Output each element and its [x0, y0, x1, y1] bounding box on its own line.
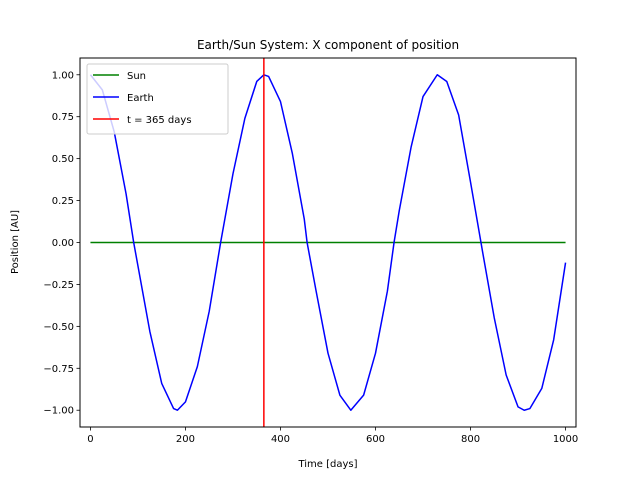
x-tick-label: 200 [176, 434, 195, 445]
y-tick-label: −0.50 [43, 322, 74, 333]
legend-label-0: Sun [127, 71, 146, 82]
y-tick-label: 0.50 [52, 154, 74, 165]
x-axis-label: Time [days] [297, 459, 357, 470]
y-tick-label: −0.25 [43, 280, 74, 291]
x-tick-label: 1000 [553, 434, 578, 445]
series-layer [89, 58, 567, 427]
chart-title: Earth/Sun System: X component of positio… [197, 38, 459, 52]
series-line-1 [89, 74, 567, 411]
y-tick-label: 0.75 [52, 112, 74, 123]
y-axis-label: Position [AU] [10, 210, 21, 274]
x-axis: 0 200 400 600 800 1000 [87, 427, 578, 445]
x-tick-label: 400 [271, 434, 290, 445]
legend-label-1: Earth [127, 93, 154, 104]
y-tick-label: −0.75 [43, 364, 74, 375]
x-tick-label: 0 [87, 434, 93, 445]
y-axis: −1.00 −0.75 −0.50 −0.25 0.00 0.25 0.50 0.75 1.00 [43, 70, 80, 417]
y-tick-label: 1.00 [52, 70, 74, 81]
y-tick-label: 0.00 [52, 238, 74, 249]
x-tick-label: 800 [461, 434, 480, 445]
y-tick-label: 0.25 [52, 196, 74, 207]
legend-label-2: t = 365 days [127, 115, 192, 126]
x-tick-label: 600 [366, 434, 385, 445]
legend: Sun Earth t = 365 days [86, 63, 229, 135]
y-tick-label: −1.00 [43, 406, 74, 417]
legend-box [86, 63, 229, 135]
